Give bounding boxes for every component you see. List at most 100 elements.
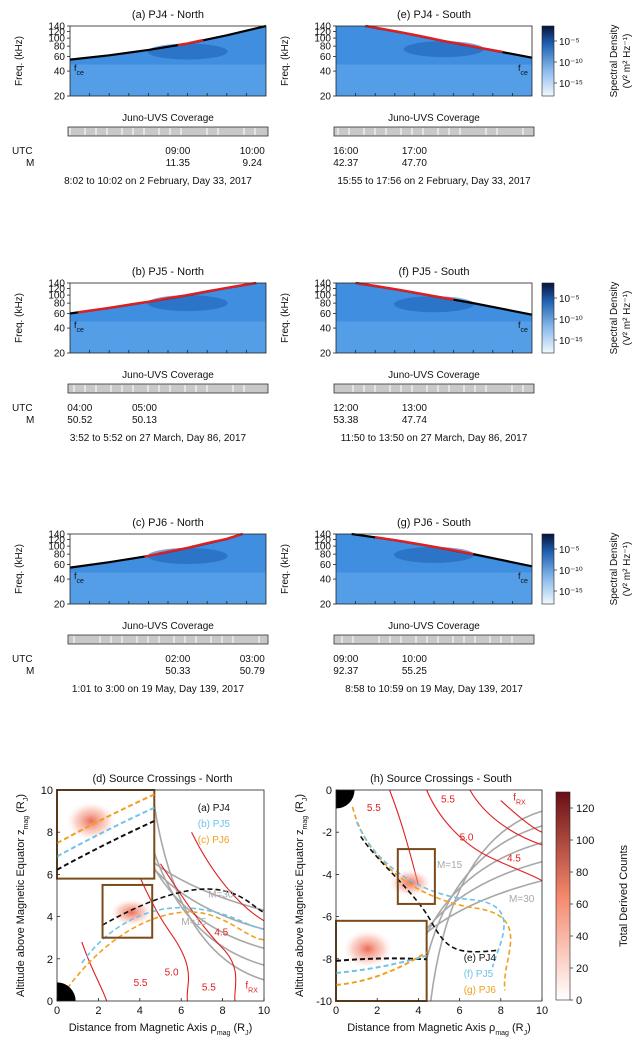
x-tick-label: 8 [220,1005,226,1017]
fce-line [69,24,267,61]
y-tick-label: 100 [48,542,65,553]
y-tick-label: 100 [48,291,65,302]
source-crossing-panel-2: (h) Source Crossings - South 5.5 5.5 5.0 4.5… [294,773,548,1037]
fce-label: fce [518,63,528,77]
panel-title: (e) PJ4 - South [397,9,471,21]
spectrogram-band [336,321,532,353]
m-label: 47.74 [402,415,427,426]
emission-patch [147,295,228,312]
field-line [429,810,543,1002]
legend-entry: (f) PJ5 [464,969,494,980]
source-crossing-red-line [365,24,503,54]
y-tick-label: 80 [320,42,332,53]
counts-colorbar: 0 20 40 60 80 100 120 Total Derived Counts [555,791,630,1007]
spectrogram-band [336,64,532,96]
y-tick-label: 100 [314,291,331,302]
colorbar-tick-label: 10⁻¹⁰ [559,315,583,326]
y-tick-label: 20 [320,92,332,103]
x-tick-label: 10 [536,1005,548,1017]
colorbar-tick-label: 10⁻⁵ [559,294,580,305]
field-line [151,789,265,981]
y-tick-label: 140 [314,22,331,33]
y-tick-label: 120 [314,27,331,38]
m-label: 50.13 [132,415,157,426]
legend-entry: (g) PJ6 [464,985,497,996]
emission-patch [147,547,228,564]
y-tick-label: 20 [54,92,66,103]
panel-title: (b) PJ5 - North [132,266,204,278]
m-label: 42.37 [333,158,358,169]
x-tick-label: 2 [95,1005,101,1017]
spectrogram-band [70,321,266,353]
y-tick-label: 6 [47,869,53,881]
y-tick-label: 100 [314,542,331,553]
fce-label: fce [518,571,528,585]
y-tick-label: 10 [41,785,53,797]
y-tick-label: 4 [47,912,53,924]
colorbar-tick-label: 60 [576,899,588,911]
utc-label: 02:00 [165,654,190,665]
y-axis-label: Freq. (kHz) [280,293,291,343]
y-tick-label: 140 [48,530,65,541]
y-tick-label: 140 [314,279,331,290]
colorbar-gradient [555,791,571,1001]
contour-label: 5.5 [202,982,216,993]
trajectory-line [66,911,265,989]
panel-title: (f) PJ5 - South [399,266,470,278]
coverage-title: Juno-UVS Coverage [388,621,480,632]
source-crossing-red-line [375,536,474,556]
contour-label: 4.5 [214,928,228,939]
coverage-title: Juno-UVS Coverage [122,113,214,124]
y-tick-label: 120 [314,284,331,295]
utc-row-label: UTC [12,146,33,157]
y-tick-label: 100 [314,34,331,45]
y-tick-label: 40 [320,324,332,335]
m-row-label: M [26,158,34,169]
colorbar-unit-label: (V² m² Hz⁻¹) [622,542,633,597]
m-row-label: M [26,666,34,677]
contour-label: M=30 [208,890,234,901]
spectrogram-empty-region [336,534,532,567]
y-tick-label: 60 [54,309,66,320]
y-tick-label: 120 [48,535,65,546]
y-tick-label: 140 [48,22,65,33]
frequency-contour [191,831,265,922]
colorbar-gradient [541,25,555,97]
utc-label: 09:00 [333,654,358,665]
y-tick-label: -4 [322,869,332,881]
zoom-box [101,883,154,939]
m-label: 53.38 [333,415,358,426]
coverage-title: Juno-UVS Coverage [122,370,214,381]
legend-entry: (e) PJ4 [464,953,497,964]
source-crossing-panel-1: (d) Source Crossings - North 5.5 5.0 4.5 5.5… [15,773,270,1037]
fce-label: fce [74,320,84,334]
y-axis-label: Altitude above Magnetic Equator zmag (RJ… [15,794,30,997]
legend-entry: (c) PJ6 [198,835,230,846]
plot-frame [335,789,543,1002]
y-tick-label: 120 [48,284,65,295]
y-axis-label: Altitude above Magnetic Equator zmag (RJ… [294,794,309,997]
y-tick-label: 120 [314,535,331,546]
colorbar-gradient [541,282,555,354]
inset-trajectory [56,793,155,845]
y-tick-label: 40 [54,575,66,586]
m-row-label: M [26,415,34,426]
inset-trajectory [335,954,427,974]
spectral-colorbar-2: 10⁻⁵ 10⁻¹⁰ 10⁻¹⁵ Spectral Density (V² m² Hz⁻… [541,282,633,354]
y-tick-label: 60 [320,52,332,63]
contour-label: 5.0 [460,833,474,844]
source-crossing-red-line [77,281,257,314]
y-tick-label: 100 [48,34,65,45]
spectrogram-empty-region [336,283,532,315]
colorbar-tick-label: 100 [576,835,594,847]
spectrogram-band [70,64,266,96]
spectrogram-band [336,572,532,604]
y-tick-label: 60 [54,52,66,63]
x-tick-label: 2 [374,1005,380,1017]
time-range-caption: 15:55 to 17:56 on 2 February, Day 33, 20… [337,176,531,187]
coverage-title: Juno-UVS Coverage [388,370,480,381]
panel-title: (g) PJ6 - South [397,517,471,529]
colorbar-tick-label: 10⁻¹⁰ [559,58,583,69]
